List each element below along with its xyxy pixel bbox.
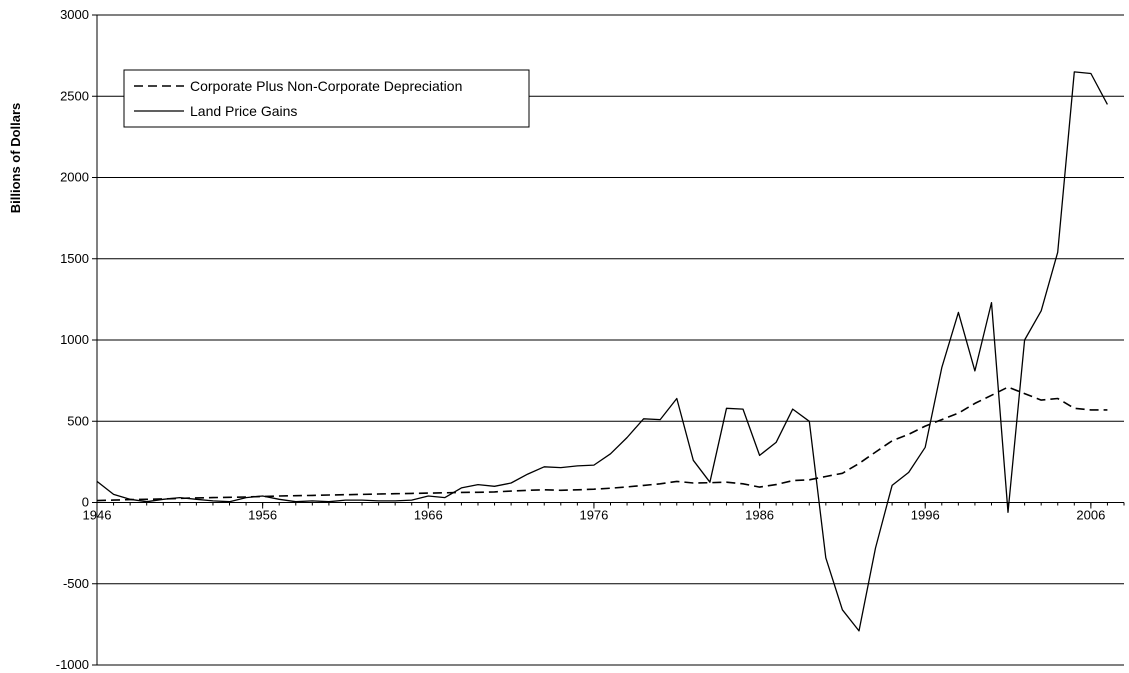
legend: Corporate Plus Non-Corporate Depreciatio… xyxy=(123,69,530,128)
y-tick-label-500: 500 xyxy=(67,413,89,428)
x-tick-label-1946: 1946 xyxy=(83,508,112,523)
x-tick-label-1966: 1966 xyxy=(414,508,443,523)
y-tick-labels: -1000 -500 0 500 1000 1500 2000 2500 3000 xyxy=(56,7,89,672)
y-tick-label-2500: 2500 xyxy=(60,88,89,103)
y-tick-label-1000: 1000 xyxy=(60,332,89,347)
legend-label-depreciation: Corporate Plus Non-Corporate Depreciatio… xyxy=(190,78,462,94)
y-tick-label--1000: -1000 xyxy=(56,657,89,672)
y-tick-label-2000: 2000 xyxy=(60,170,89,185)
series-line-depreciation xyxy=(96,386,1108,502)
x-tick-label-1956: 1956 xyxy=(248,508,277,523)
series-line-land-price-gains xyxy=(96,71,1108,632)
legend-box xyxy=(123,69,530,128)
y-tick-label-1500: 1500 xyxy=(60,251,89,266)
axes xyxy=(92,14,1125,666)
y-tick-label-0: 0 xyxy=(82,495,89,510)
y-axis-title: Billions of Dollars xyxy=(8,103,23,214)
x-tick-label-2006: 2006 xyxy=(1076,508,1105,523)
series-lines xyxy=(96,71,1108,632)
x-tick-label-1976: 1976 xyxy=(579,508,608,523)
legend-label-land-price-gains: Land Price Gains xyxy=(190,103,297,119)
x-tick-label-1996: 1996 xyxy=(911,508,940,523)
y-tick-label-3000: 3000 xyxy=(60,7,89,22)
x-tick-label-1986: 1986 xyxy=(745,508,774,523)
x-tick-labels: 1946 1956 1966 1976 1986 1996 2006 xyxy=(83,508,1106,523)
y-tick-label--500: -500 xyxy=(63,576,89,591)
